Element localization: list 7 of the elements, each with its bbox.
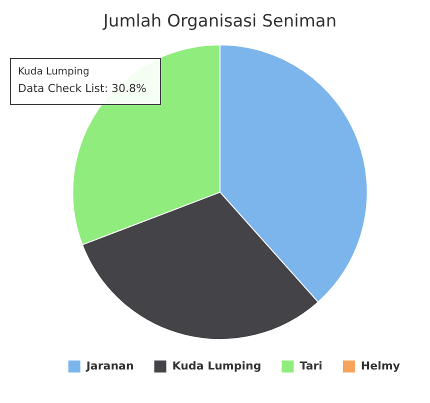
- chart-title: Jumlah Organisasi Seniman: [102, 12, 337, 32]
- text: Kuda Lumping: [18, 66, 90, 78]
- legend-label: Tari: [300, 359, 322, 372]
- legend-label: Jaranan: [85, 359, 134, 372]
- legend-label: Kuda Lumping: [172, 359, 262, 372]
- text: Data Check List: 30.8%: [18, 82, 146, 95]
- legend-label: Helmy: [360, 359, 400, 372]
